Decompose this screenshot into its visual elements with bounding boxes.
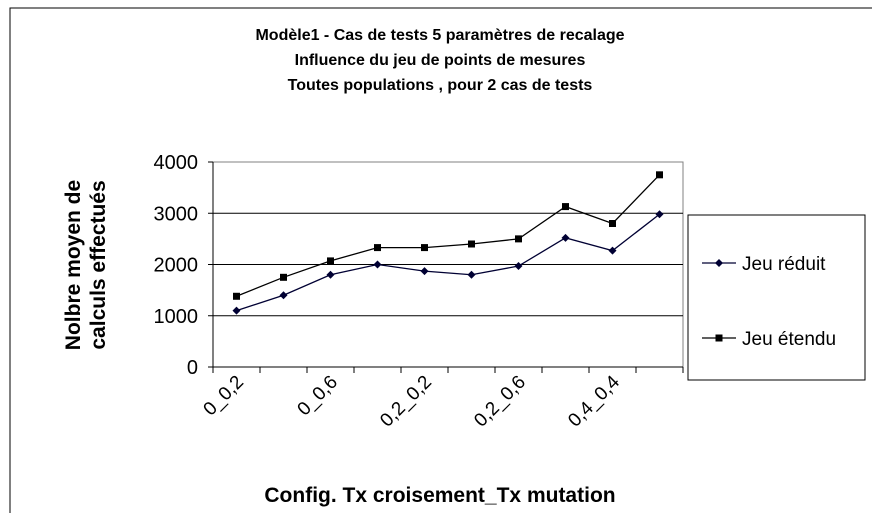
point-marker <box>327 257 334 265</box>
y-tick-label: 4000 <box>154 152 199 174</box>
point-marker <box>280 273 287 281</box>
legend-box <box>687 214 866 381</box>
chart-title: Influence du jeu de points de mesures <box>295 52 586 69</box>
point-marker <box>233 292 240 300</box>
chart-title: Toutes populations , pour 2 cas de tests <box>288 77 593 94</box>
point-marker <box>515 235 522 243</box>
point-marker <box>326 270 335 279</box>
point-marker <box>420 267 429 276</box>
x-axis-label: Config. Tx croisement_Tx mutation <box>264 484 615 507</box>
legend-label: Jeu étendu <box>742 329 836 350</box>
point-marker <box>609 220 616 227</box>
series-line <box>236 213 660 312</box>
y-axis-label: Nolbre moyen de <box>62 180 85 350</box>
legend-label: Jeu réduit <box>742 254 826 275</box>
y-tick-label: 0 <box>187 357 198 379</box>
chart-title: Modèle1 - Cas de tests 5 paramètres de r… <box>255 27 624 44</box>
point-marker <box>279 291 288 300</box>
y-tick-label: 2000 <box>154 255 199 277</box>
legend-marker <box>715 334 723 342</box>
y-tick-label: 1000 <box>154 306 199 328</box>
point-marker <box>655 210 664 219</box>
legend-marker <box>715 259 723 267</box>
point-marker <box>608 246 617 255</box>
series-line <box>236 174 660 297</box>
y-tick-label: 3000 <box>154 203 199 225</box>
point-marker <box>467 270 476 279</box>
y-axis-label: calculs effectués <box>87 180 110 349</box>
point-marker <box>421 244 428 252</box>
point-marker <box>373 260 382 269</box>
point-marker <box>656 171 663 179</box>
point-marker <box>514 262 523 271</box>
point-marker <box>232 306 241 315</box>
point-marker <box>561 233 570 242</box>
point-marker <box>562 203 569 211</box>
point-marker <box>374 244 381 252</box>
point-marker <box>468 240 475 248</box>
